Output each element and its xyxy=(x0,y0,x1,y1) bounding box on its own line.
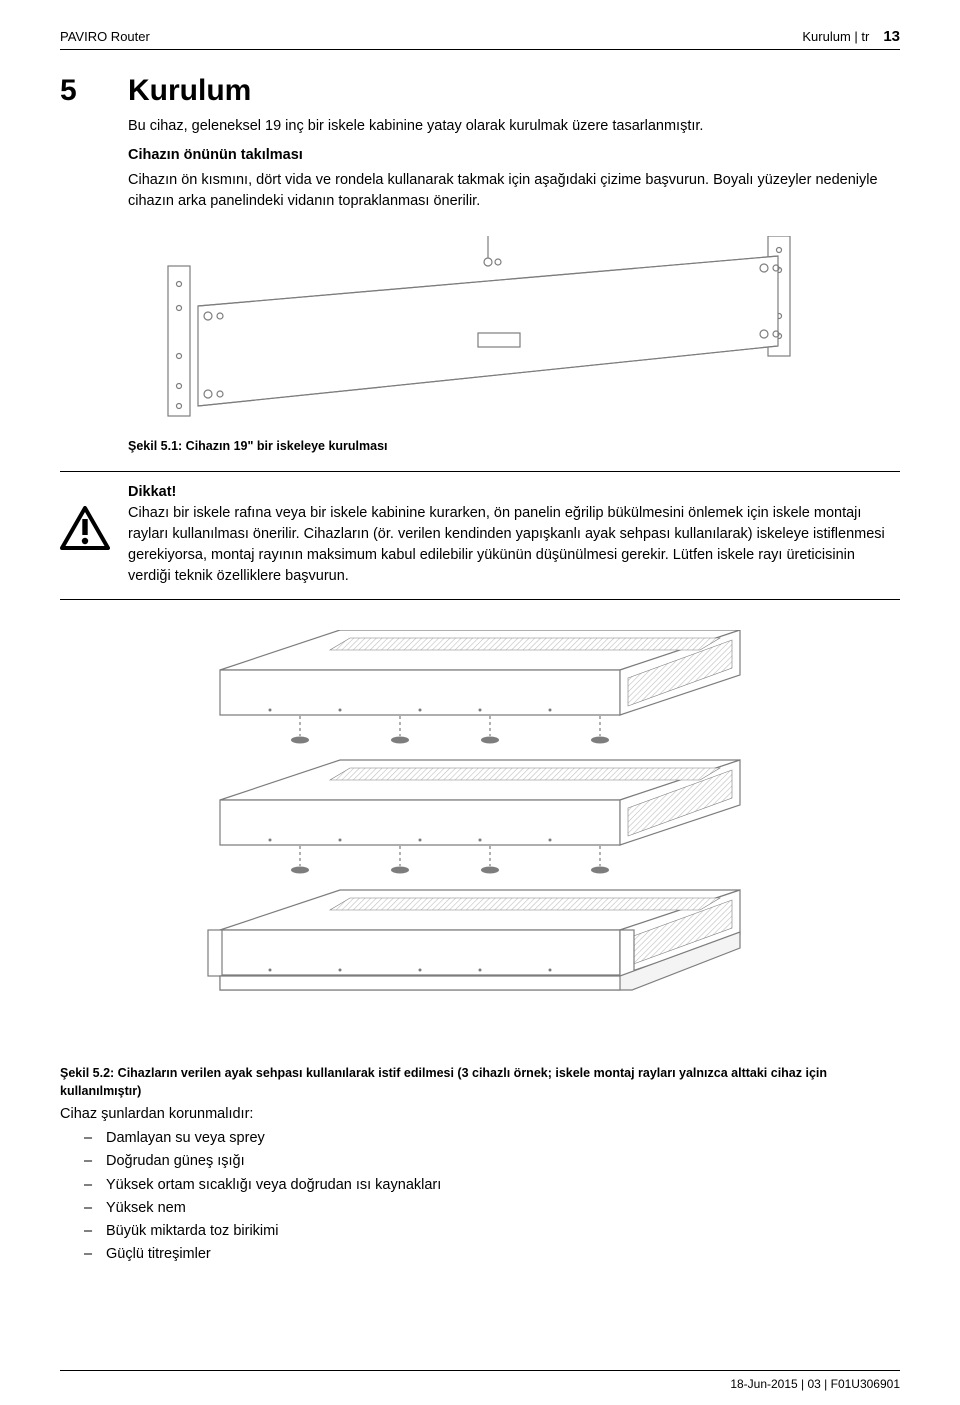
section-heading: 5 Kurulum xyxy=(60,74,900,108)
page-number: 13 xyxy=(883,28,900,45)
protection-item: Yüksek nem xyxy=(60,1197,900,1220)
protection-item: Güçlü titreşimler xyxy=(60,1243,900,1266)
figure-2-block: Şekil 5.2: Cihazların verilen ayak sehpa… xyxy=(60,1065,900,1266)
header-breadcrumb: Kurulum | tr xyxy=(802,29,869,44)
page-footer: 18-Jun-2015 | 03 | F01U306901 xyxy=(730,1377,900,1391)
subsection-paragraph: Cihazın ön kısmını, dört vida ve rondela… xyxy=(128,170,900,212)
figure-2-caption: Şekil 5.2: Cihazların verilen ayak sehpa… xyxy=(60,1065,900,1100)
caution-title: Dikkat! xyxy=(128,482,900,503)
footer-rule xyxy=(60,1370,900,1371)
caution-callout: Dikkat! Cihazı bir iskele rafına veya bi… xyxy=(60,482,900,587)
section-title: Kurulum xyxy=(128,74,251,108)
rack-mount-diagram xyxy=(128,236,848,426)
protection-lead: Cihaz şunlardan korunmalıdır: xyxy=(60,1104,900,1125)
protection-list: Damlayan su veya spreyDoğrudan güneş ışı… xyxy=(60,1127,900,1266)
section-number: 5 xyxy=(60,74,100,108)
subsection-title: Cihazın önünün takılması xyxy=(128,145,900,166)
caution-body: Dikkat! Cihazı bir iskele rafına veya bi… xyxy=(128,482,900,587)
header-left: PAVIRO Router xyxy=(60,29,150,44)
figure-2 xyxy=(160,630,900,1055)
intro-paragraph: Bu cihaz, geleneksel 19 inç bir iskele k… xyxy=(128,116,900,137)
protection-item: Büyük miktarda toz birikimi xyxy=(60,1220,900,1243)
divider xyxy=(60,471,900,472)
section-body: Bu cihaz, geleneksel 19 inç bir iskele k… xyxy=(128,116,900,212)
stacking-diagram xyxy=(160,630,800,1050)
page-header: PAVIRO Router Kurulum | tr 13 xyxy=(60,28,900,50)
figure-1-caption: Şekil 5.1: Cihazın 19" bir iskeleye kuru… xyxy=(128,439,900,453)
protection-item: Yüksek ortam sıcaklığı veya doğrudan ısı… xyxy=(60,1174,900,1197)
protection-item: Damlayan su veya sprey xyxy=(60,1127,900,1150)
warning-icon xyxy=(60,506,110,555)
header-right: Kurulum | tr 13 xyxy=(802,28,900,45)
divider xyxy=(60,599,900,600)
caution-text: Cihazı bir iskele rafına veya bir iskele… xyxy=(128,503,900,587)
figure-1 xyxy=(128,236,900,431)
protection-item: Doğrudan güneş ışığı xyxy=(60,1150,900,1173)
